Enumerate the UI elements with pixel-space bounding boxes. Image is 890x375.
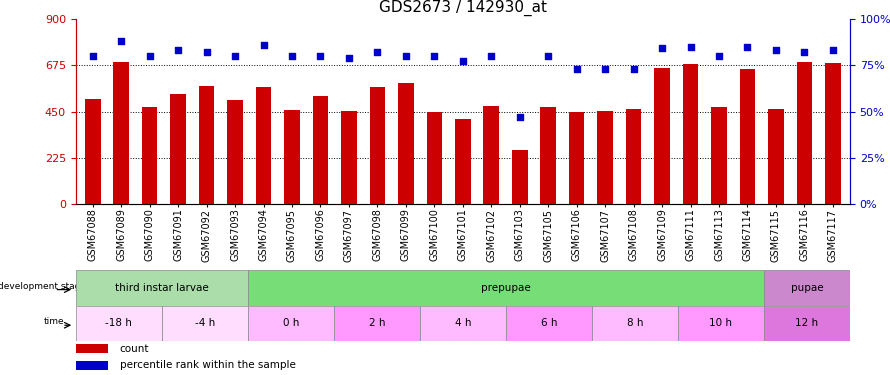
Bar [76, 306, 162, 341]
Text: 12 h: 12 h [796, 318, 819, 328]
Bar [85, 99, 101, 204]
Text: 6 h: 6 h [540, 318, 557, 328]
Text: prepupae: prepupae [481, 283, 530, 293]
Text: count: count [120, 344, 150, 354]
Bar [198, 86, 214, 204]
Point [114, 38, 128, 44]
Text: pupae: pupae [790, 283, 823, 293]
Bar [654, 68, 670, 204]
Bar [170, 94, 186, 204]
Bar [426, 112, 442, 204]
Bar [398, 83, 414, 204]
Text: 4 h: 4 h [455, 318, 471, 328]
Bar [312, 96, 328, 204]
Text: time: time [44, 317, 65, 326]
Point [769, 47, 783, 53]
Text: 10 h: 10 h [709, 318, 732, 328]
Bar [76, 361, 108, 370]
Point [399, 53, 413, 59]
Point [228, 53, 242, 59]
Point [570, 66, 584, 72]
Point [484, 53, 498, 59]
Point [513, 114, 527, 120]
Point [684, 44, 698, 50]
Bar [740, 69, 756, 204]
Point [313, 53, 328, 59]
Text: -18 h: -18 h [105, 318, 132, 328]
Bar [483, 106, 499, 204]
Point [740, 44, 755, 50]
Text: -4 h: -4 h [195, 318, 214, 328]
Bar [369, 87, 385, 204]
Bar [455, 119, 471, 204]
Point [797, 49, 812, 55]
Bar [678, 306, 764, 341]
Bar [797, 62, 813, 204]
Bar [512, 150, 528, 204]
Bar [540, 107, 556, 204]
Point [427, 53, 441, 59]
Bar [284, 110, 300, 204]
Text: 8 h: 8 h [627, 318, 643, 328]
Bar [247, 306, 334, 341]
Point [655, 45, 669, 51]
Bar [334, 306, 420, 341]
Bar [162, 306, 247, 341]
Bar [683, 64, 699, 204]
Bar [768, 109, 784, 204]
Point [712, 53, 726, 59]
Bar [825, 63, 841, 204]
Bar [711, 107, 727, 204]
Point [456, 58, 470, 64]
Bar [76, 270, 247, 306]
Bar [420, 306, 506, 341]
Point [142, 53, 157, 59]
Point [171, 47, 185, 53]
Bar [255, 87, 271, 204]
Point [598, 66, 612, 72]
Point [627, 66, 641, 72]
Point [85, 53, 100, 59]
Bar [569, 112, 585, 204]
Text: third instar larvae: third instar larvae [115, 283, 208, 293]
Bar [506, 306, 592, 341]
Text: percentile rank within the sample: percentile rank within the sample [120, 360, 295, 370]
Bar [76, 344, 108, 353]
Bar [227, 100, 243, 204]
Point [826, 47, 840, 53]
Text: 2 h: 2 h [368, 318, 385, 328]
Bar [764, 306, 850, 341]
Bar [764, 270, 850, 306]
Text: development stage: development stage [0, 282, 85, 291]
Bar [341, 111, 357, 204]
Point [285, 53, 299, 59]
Point [342, 55, 356, 61]
Text: 0 h: 0 h [282, 318, 299, 328]
Bar [113, 62, 129, 204]
Bar [597, 111, 613, 204]
Title: GDS2673 / 142930_at: GDS2673 / 142930_at [379, 0, 546, 16]
Bar [626, 109, 642, 204]
Bar [592, 306, 678, 341]
Point [541, 53, 555, 59]
Point [199, 49, 214, 55]
Bar [142, 107, 158, 204]
Point [370, 49, 384, 55]
Point [256, 42, 271, 48]
Bar [247, 270, 764, 306]
